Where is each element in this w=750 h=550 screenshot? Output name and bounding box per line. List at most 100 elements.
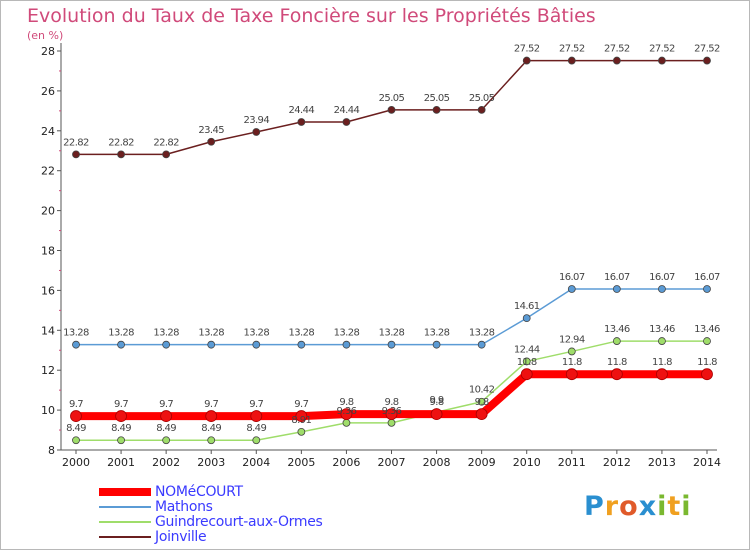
x-tick-label: 2011 bbox=[558, 456, 586, 469]
x-tick-label: 2009 bbox=[468, 456, 496, 469]
data-label: 8.49 bbox=[246, 423, 266, 434]
data-label: 25.05 bbox=[379, 93, 405, 104]
data-point bbox=[522, 357, 531, 366]
data-point bbox=[295, 410, 308, 422]
y-tick-label: 24 bbox=[41, 125, 55, 138]
data-point bbox=[297, 340, 306, 349]
data-label: 13.28 bbox=[379, 328, 405, 339]
data-point bbox=[432, 340, 441, 349]
data-point bbox=[387, 105, 396, 114]
data-point bbox=[72, 340, 80, 349]
logo-letter: x bbox=[638, 491, 658, 522]
data-point bbox=[385, 408, 398, 420]
data-point bbox=[342, 340, 351, 349]
data-label: 13.28 bbox=[424, 328, 450, 339]
data-point bbox=[250, 410, 263, 422]
data-label: 11.8 bbox=[517, 357, 537, 368]
y-unit-label: (en %) bbox=[27, 29, 64, 42]
data-label: 12.44 bbox=[514, 344, 540, 355]
data-point bbox=[430, 408, 443, 420]
data-label: 23.94 bbox=[243, 115, 269, 126]
data-label: 24.44 bbox=[334, 105, 360, 116]
y-tick-label: 12 bbox=[41, 364, 55, 377]
data-label: 9.7 bbox=[249, 399, 263, 410]
data-label: 9.36 bbox=[382, 406, 402, 417]
data-label: 12.94 bbox=[559, 334, 585, 345]
data-point bbox=[342, 118, 351, 126]
data-point bbox=[205, 410, 218, 422]
data-label: 9.8 bbox=[339, 397, 353, 408]
y-tick-label: 16 bbox=[41, 284, 55, 297]
legend-label-joinville: Joinville bbox=[155, 529, 207, 545]
data-point bbox=[207, 340, 216, 349]
data-label: 9.7 bbox=[204, 399, 218, 410]
data-point bbox=[612, 337, 621, 345]
data-label: 9.36 bbox=[336, 406, 356, 417]
data-label: 8.49 bbox=[201, 423, 221, 434]
data-point bbox=[297, 118, 306, 126]
data-label: 8.49 bbox=[111, 423, 131, 434]
data-point bbox=[658, 337, 666, 345]
logo-letter: o bbox=[619, 491, 639, 522]
legend-label-nomecourt: NOMéCOURT bbox=[155, 484, 243, 500]
proxiti-logo: Proxiti bbox=[584, 491, 692, 522]
data-point bbox=[520, 368, 533, 381]
x-tick-label: 2002 bbox=[152, 456, 180, 469]
data-label: 27.52 bbox=[559, 44, 585, 55]
data-point bbox=[522, 314, 531, 323]
data-point bbox=[252, 128, 261, 136]
x-tick-label: 2001 bbox=[107, 456, 135, 469]
y-tick-label: 20 bbox=[41, 205, 55, 218]
data-label: 9.8 bbox=[430, 397, 444, 408]
logo-letter: i bbox=[681, 491, 692, 522]
data-label: 13.46 bbox=[694, 324, 720, 335]
y-tick-label: 26 bbox=[41, 85, 55, 98]
data-point bbox=[612, 56, 621, 65]
data-point bbox=[387, 418, 396, 427]
data-point bbox=[162, 150, 171, 159]
data-label: 22.82 bbox=[63, 137, 89, 148]
data-label: 16.07 bbox=[559, 272, 585, 283]
data-label: 9.7 bbox=[114, 399, 128, 410]
data-label: 13.28 bbox=[334, 328, 360, 339]
data-point bbox=[658, 285, 666, 293]
x-tick-label: 2013 bbox=[648, 456, 676, 469]
data-point bbox=[703, 285, 711, 293]
data-label: 13.28 bbox=[289, 328, 315, 339]
data-point bbox=[567, 56, 576, 65]
data-label: 27.52 bbox=[604, 44, 630, 55]
logo-letter: P bbox=[584, 491, 605, 522]
legend-swatch-joinville bbox=[99, 536, 151, 538]
x-tick-label: 2003 bbox=[197, 456, 225, 469]
data-label: 9.7 bbox=[69, 399, 83, 410]
x-tick-label: 2010 bbox=[513, 456, 541, 469]
data-point bbox=[340, 408, 353, 420]
data-label: 16.07 bbox=[694, 272, 720, 283]
data-point bbox=[477, 397, 486, 406]
data-point bbox=[477, 340, 486, 349]
data-label: 9.8 bbox=[384, 397, 398, 408]
data-point bbox=[567, 347, 576, 356]
data-label: 13.28 bbox=[243, 328, 269, 339]
logo-letter: i bbox=[657, 491, 668, 522]
data-label: 11.8 bbox=[607, 357, 627, 368]
data-label: 27.52 bbox=[694, 44, 720, 55]
data-point bbox=[656, 368, 668, 381]
data-label: 13.28 bbox=[63, 328, 89, 339]
data-point bbox=[297, 427, 306, 436]
data-label: 16.07 bbox=[604, 272, 630, 283]
legend-swatch-mathons bbox=[99, 506, 151, 508]
data-label: 24.44 bbox=[289, 105, 315, 116]
data-point bbox=[477, 105, 486, 114]
data-point bbox=[567, 285, 576, 293]
legend-swatch-nomecourt bbox=[99, 488, 151, 496]
data-point bbox=[117, 436, 125, 445]
data-label: 13.46 bbox=[649, 324, 675, 335]
logo-letter: t bbox=[667, 491, 682, 522]
legend-label-guindrecourt: Guindrecourt-aux-Ormes bbox=[155, 514, 323, 530]
data-point bbox=[70, 410, 82, 422]
data-label: 8.49 bbox=[156, 423, 176, 434]
data-point bbox=[432, 105, 441, 114]
